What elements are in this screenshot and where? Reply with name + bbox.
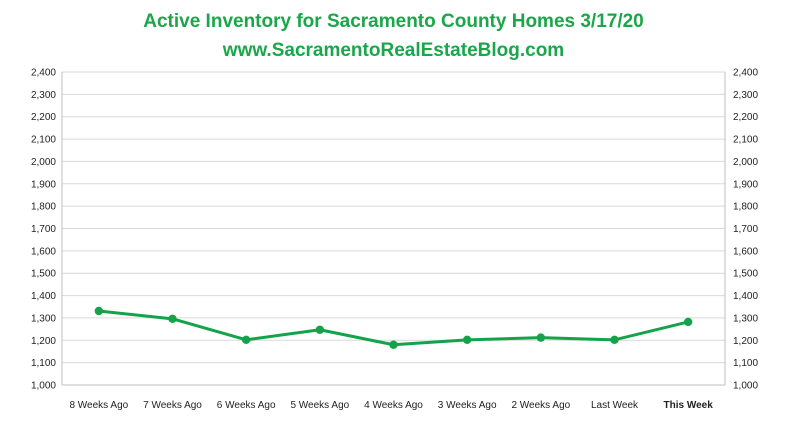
- y-tick-label-left: 1,100: [31, 358, 56, 369]
- y-tick-label-right: 1,700: [733, 224, 758, 235]
- x-tick-label: 8 Weeks Ago: [69, 400, 128, 411]
- y-tick-label-right: 1,600: [733, 246, 758, 257]
- x-tick-label: 3 Weeks Ago: [438, 400, 497, 411]
- data-point: [389, 340, 398, 349]
- x-tick-label: Last Week: [591, 400, 639, 411]
- y-tick-label-left: 2,400: [31, 68, 56, 79]
- y-tick-label-right: 2,000: [733, 157, 758, 168]
- data-point: [536, 333, 546, 342]
- y-tick-label-left: 2,100: [31, 135, 56, 146]
- x-tick-label: 7 Weeks Ago: [143, 400, 202, 411]
- y-tick-label-left: 1,500: [31, 269, 56, 280]
- x-tick-label: 2 Weeks Ago: [511, 400, 570, 411]
- y-tick-label-right: 2,400: [733, 68, 758, 79]
- x-tick-label: 4 Weeks Ago: [364, 400, 423, 411]
- y-tick-label-right: 1,100: [733, 358, 758, 369]
- data-point: [683, 317, 693, 327]
- y-tick-label-left: 1,800: [31, 202, 56, 213]
- y-tick-label-left: 1,600: [31, 246, 56, 257]
- y-tick-label-right: 1,500: [733, 269, 758, 280]
- y-tick-label-left: 1,000: [31, 381, 56, 392]
- y-tick-label-right: 2,200: [733, 112, 758, 123]
- x-tick-label: This Week: [664, 400, 714, 411]
- x-tick-label: 6 Weeks Ago: [217, 400, 276, 411]
- y-tick-label-right: 1,300: [733, 313, 758, 324]
- y-tick-label-right: 2,100: [733, 135, 758, 146]
- y-tick-label-left: 1,200: [31, 336, 56, 347]
- data-point: [168, 314, 177, 324]
- series-line: [98, 309, 689, 347]
- x-tick-label: 5 Weeks Ago: [290, 400, 349, 411]
- data-point: [241, 335, 251, 345]
- data-point: [462, 335, 472, 345]
- y-tick-label-left: 2,300: [31, 90, 56, 101]
- data-point: [315, 325, 325, 334]
- chart-subtitle: www.SacramentoRealEstateBlog.com: [222, 40, 565, 61]
- y-tick-label-right: 1,400: [733, 291, 758, 302]
- y-tick-label-left: 1,300: [31, 313, 56, 324]
- y-tick-label-left: 2,000: [31, 157, 56, 168]
- y-tick-label-left: 1,700: [31, 224, 56, 235]
- y-tick-label-left: 1,900: [31, 179, 56, 190]
- data-point: [94, 306, 104, 316]
- y-tick-label-right: 1,900: [733, 179, 758, 190]
- y-tick-label-right: 1,200: [733, 336, 758, 347]
- y-tick-label-left: 1,400: [31, 291, 56, 302]
- y-tick-label-right: 2,300: [733, 90, 758, 101]
- data-point: [610, 335, 619, 345]
- chart-title: Active Inventory for Sacramento County H…: [143, 11, 644, 32]
- y-tick-label-right: 1,800: [733, 202, 758, 213]
- y-tick-label-right: 1,000: [733, 381, 758, 392]
- y-tick-label-left: 2,200: [31, 112, 56, 123]
